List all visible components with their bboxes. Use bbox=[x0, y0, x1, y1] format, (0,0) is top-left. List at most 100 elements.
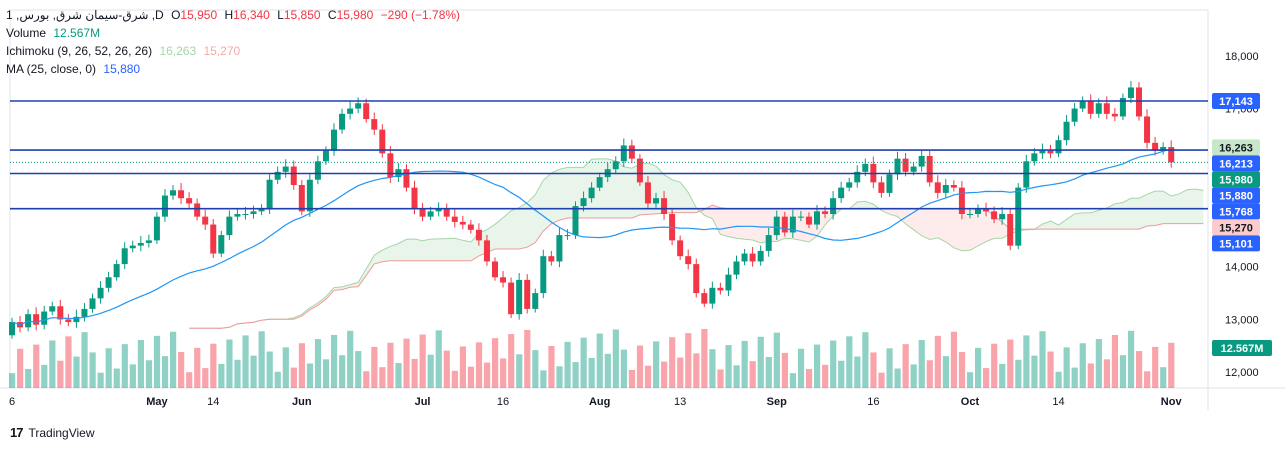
candle-body bbox=[250, 211, 257, 214]
volume-row[interactable]: Volume 12.567M bbox=[6, 24, 464, 42]
cloud-segment bbox=[929, 208, 938, 240]
candle-body bbox=[757, 250, 764, 262]
volume-bar bbox=[636, 345, 644, 388]
cloud-segment bbox=[672, 179, 681, 213]
volume-bar bbox=[371, 346, 378, 388]
candle-body bbox=[991, 211, 998, 220]
volume-bar bbox=[1127, 330, 1135, 388]
candle-body bbox=[596, 177, 603, 188]
candle-body bbox=[331, 129, 337, 151]
cloud-segment bbox=[1130, 198, 1139, 230]
y-tick-label: 18,000 bbox=[1225, 51, 1259, 63]
candle-body bbox=[1031, 153, 1038, 162]
volume-bar bbox=[9, 373, 16, 388]
volume-bar bbox=[966, 372, 974, 388]
candle-body bbox=[49, 306, 56, 312]
candle-body bbox=[1079, 100, 1086, 109]
candle-body bbox=[475, 229, 482, 241]
candle-body bbox=[403, 169, 410, 188]
low-label: L bbox=[277, 8, 284, 22]
candle-body bbox=[371, 119, 378, 130]
volume-bar bbox=[161, 356, 169, 388]
ma-row[interactable]: MA (25, close, 0) 15,880 bbox=[6, 60, 464, 78]
tradingview-footer[interactable]: 17 TradingView bbox=[10, 425, 95, 440]
leading-span-b-line bbox=[189, 204, 1204, 329]
cloud-segment bbox=[712, 205, 721, 235]
candle-body bbox=[161, 195, 168, 217]
volume-bar bbox=[741, 340, 748, 388]
open-label: O bbox=[171, 8, 181, 22]
candle-body bbox=[628, 145, 635, 159]
candle-body bbox=[846, 182, 853, 188]
volume-bar bbox=[508, 334, 515, 388]
symbol-name[interactable]: 1 ,شرق-سيمان شرق, بورس ,D bbox=[6, 8, 164, 22]
cloud-segment bbox=[1114, 202, 1123, 230]
volume-bar bbox=[73, 356, 80, 388]
cloud-segment bbox=[1098, 207, 1107, 230]
candle-body bbox=[508, 282, 515, 315]
volume-bar bbox=[942, 356, 949, 388]
candle-body bbox=[33, 314, 40, 325]
volume-label-text: 12.567M bbox=[1221, 343, 1264, 355]
volume-bar bbox=[822, 364, 829, 388]
cloud-segment bbox=[382, 246, 391, 262]
candle-body bbox=[717, 287, 724, 291]
candle-body bbox=[274, 171, 281, 180]
price-label-box bbox=[1212, 155, 1260, 172]
candle-body bbox=[113, 264, 120, 278]
cloud-segment bbox=[961, 208, 970, 251]
ichimoku-row[interactable]: Ichimoku (9, 26, 52, 26, 26) 16,263 15,2… bbox=[6, 42, 464, 60]
cloud-segment bbox=[865, 201, 874, 209]
volume-bar bbox=[290, 367, 297, 388]
candle-body bbox=[347, 108, 354, 114]
volume-bar bbox=[41, 364, 48, 388]
candle-body bbox=[1095, 103, 1102, 114]
price-label-box bbox=[1212, 139, 1260, 156]
candle-body bbox=[636, 158, 643, 183]
y-tick-label: 13,000 bbox=[1225, 314, 1259, 326]
cloud-segment bbox=[438, 238, 447, 261]
price-label-box bbox=[1212, 219, 1260, 236]
change-value: −290 (−1.78%) bbox=[380, 8, 461, 22]
candle-body bbox=[306, 179, 313, 212]
x-tick-label: 14 bbox=[1052, 396, 1064, 408]
candle-body bbox=[894, 158, 901, 175]
volume-bar bbox=[210, 343, 217, 388]
volume-bar bbox=[194, 347, 201, 388]
volume-bar bbox=[113, 368, 120, 388]
candle-body bbox=[1136, 87, 1142, 117]
candle-body bbox=[966, 214, 973, 215]
cloud-segment bbox=[728, 208, 737, 239]
volume-bar bbox=[1103, 359, 1110, 388]
volume-bar bbox=[137, 340, 144, 388]
cloud-segment bbox=[688, 192, 697, 213]
candle-body bbox=[580, 198, 587, 207]
volume-label: Volume bbox=[6, 26, 47, 40]
volume-bar bbox=[298, 343, 305, 388]
high-value: 16,340 bbox=[233, 8, 270, 22]
candle-body bbox=[983, 208, 990, 212]
volume-bar bbox=[950, 331, 958, 388]
open-value: 15,950 bbox=[180, 8, 218, 22]
candle-body bbox=[1007, 214, 1014, 246]
candle-body bbox=[1055, 140, 1062, 154]
volume-bar bbox=[1168, 342, 1175, 388]
volume-bar bbox=[709, 349, 716, 388]
cloud-segment bbox=[937, 208, 946, 242]
volume-bar bbox=[57, 360, 64, 388]
volume-bar bbox=[1119, 355, 1127, 388]
volume-bar bbox=[33, 344, 40, 388]
candle-body bbox=[459, 221, 466, 225]
volume-bar bbox=[314, 339, 322, 388]
volume-bar bbox=[870, 352, 877, 388]
volume-bar bbox=[266, 351, 273, 388]
volume-bar bbox=[588, 357, 595, 388]
price-label-text: 15,101 bbox=[1219, 238, 1253, 250]
volume-bar bbox=[677, 357, 684, 388]
volume-bar bbox=[1087, 363, 1094, 388]
cloud-segment bbox=[994, 216, 1003, 239]
volume-bar bbox=[379, 367, 386, 388]
cloud-segment bbox=[1106, 203, 1115, 230]
cloud-segment bbox=[398, 239, 407, 261]
